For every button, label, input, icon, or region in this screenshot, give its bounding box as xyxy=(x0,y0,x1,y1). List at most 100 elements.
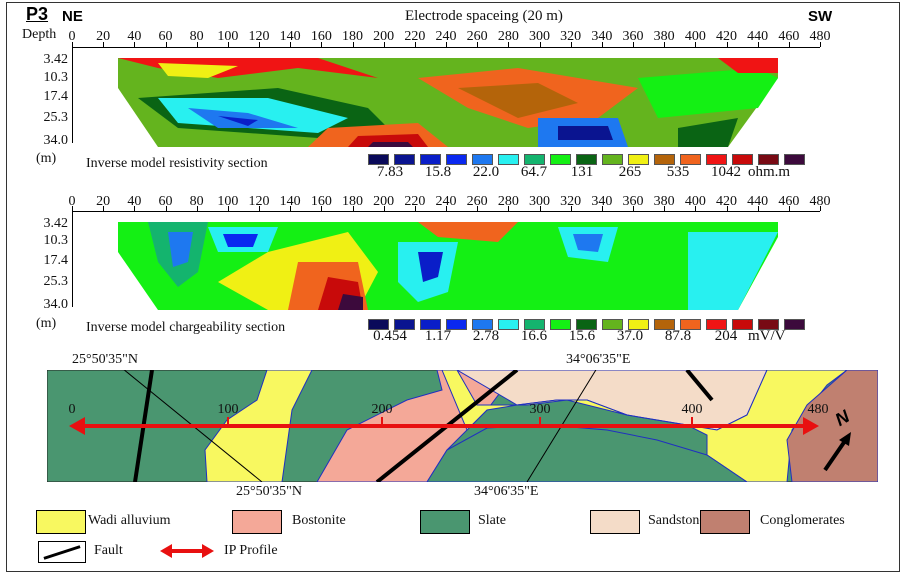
x-tick-label: 180 xyxy=(342,194,363,209)
x-tick xyxy=(601,206,603,211)
colorbar-label: 131 xyxy=(570,164,594,180)
colorbar-swatch xyxy=(446,154,467,165)
colorbar-swatch xyxy=(550,319,571,330)
depth-label: Depth xyxy=(22,27,57,42)
longitude-bottom: 34°06'35"E xyxy=(474,484,539,499)
geologic-map xyxy=(47,370,878,482)
colorbar-swatch xyxy=(602,319,623,330)
x-tick-label: 0 xyxy=(68,29,76,44)
colorbar-label: 535 xyxy=(666,164,690,180)
x-tick-label: 260 xyxy=(466,29,488,44)
x-tick-label: 460 xyxy=(778,194,800,209)
x-tick xyxy=(820,206,821,211)
panel-label: P3 xyxy=(26,4,49,24)
x-tick-label: 160 xyxy=(310,194,332,209)
colorbar-label: 22.0 xyxy=(472,164,500,180)
colorbar-swatch xyxy=(368,154,389,165)
depth-tick-label: 34.0 xyxy=(43,297,69,312)
x-tick xyxy=(633,42,634,47)
x-tick-label: 40 xyxy=(127,29,142,44)
x-tick-label: 20 xyxy=(96,194,111,209)
profile-tick-label: 0 xyxy=(68,402,76,417)
x-tick xyxy=(788,42,790,47)
x-tick-label: 140 xyxy=(279,29,301,44)
colorbar-swatch xyxy=(498,154,519,165)
x-tick xyxy=(539,206,541,211)
x-tick-label: 380 xyxy=(653,29,675,44)
x-tick-label: 60 xyxy=(158,29,173,44)
resistivity-colorbar xyxy=(368,152,810,170)
direction-sw: SW xyxy=(808,8,833,25)
x-tick xyxy=(414,42,416,47)
x-tick-label: 220 xyxy=(404,194,426,209)
colorbar-swatch xyxy=(628,319,649,330)
colorbar-swatch xyxy=(706,154,727,165)
x-tick-label: 440 xyxy=(747,29,769,44)
colorbar-swatch xyxy=(680,319,701,330)
colorbar-swatch xyxy=(420,319,441,330)
colorbar-swatch xyxy=(680,154,701,165)
profile-tick-label: 200 xyxy=(371,402,393,417)
x-tick xyxy=(601,42,603,47)
colorbar-swatch xyxy=(524,319,545,330)
x-tick xyxy=(290,42,292,47)
colorbar-swatch xyxy=(576,319,597,330)
colorbar-label: 1.17 xyxy=(424,328,452,344)
colorbar-swatch xyxy=(472,154,493,165)
depth-unit-1: (m) xyxy=(36,151,57,166)
depth-tick-label: 25.3 xyxy=(43,110,69,125)
x-tick xyxy=(103,42,105,47)
chargeability-colorbar xyxy=(368,317,810,335)
x-tick xyxy=(695,206,697,211)
x-tick xyxy=(820,42,821,47)
x-tick-label: 240 xyxy=(435,29,457,44)
x-tick xyxy=(695,42,697,47)
x-tick xyxy=(477,206,479,211)
x-tick-label: 480 xyxy=(809,194,831,209)
x-tick xyxy=(383,206,385,211)
colorbar-swatch xyxy=(732,154,753,165)
x-tick-label: 80 xyxy=(189,29,204,44)
depth-tick-label: 17.4 xyxy=(43,89,69,104)
x-tick xyxy=(757,206,759,211)
x-tick xyxy=(414,206,416,211)
colorbar-label: 16.6 xyxy=(520,328,548,344)
colorbar-swatch xyxy=(550,154,571,165)
x-tick-label: 100 xyxy=(217,29,239,44)
x-axis-line xyxy=(72,211,820,212)
colorbar-label: 265 xyxy=(618,164,642,180)
legend-swatch xyxy=(36,510,86,534)
x-tick xyxy=(165,206,167,211)
colorbar-label: 2.78 xyxy=(472,328,500,344)
colorbar-swatch xyxy=(446,319,467,330)
colorbar-swatch xyxy=(654,154,675,165)
x-tick-label: 400 xyxy=(684,194,706,209)
x-tick xyxy=(103,206,105,211)
axis-title: Electrode spaceing (20 m) xyxy=(405,8,563,24)
x-tick-label: 380 xyxy=(653,194,675,209)
x-tick xyxy=(72,206,73,211)
ip-profile-arrow xyxy=(69,417,819,435)
x-tick-label: 120 xyxy=(248,194,270,209)
latitude-bottom: 25°50'35"N xyxy=(236,484,302,499)
x-tick xyxy=(788,206,790,211)
x-tick-label: 0 xyxy=(68,194,76,209)
north-arrow-icon xyxy=(823,432,851,472)
x-tick xyxy=(259,42,260,47)
colorbar-swatch xyxy=(524,154,545,165)
x-tick xyxy=(726,42,728,47)
colorbar-swatch xyxy=(628,154,649,165)
x-tick xyxy=(134,206,136,211)
x-tick xyxy=(196,42,198,47)
x-tick-label: 40 xyxy=(127,194,142,209)
x-tick-label: 100 xyxy=(217,194,239,209)
depth-axis-line xyxy=(72,212,73,307)
colorbar-swatch xyxy=(784,154,805,165)
x-tick-label: 360 xyxy=(622,29,644,44)
colorbar-swatch xyxy=(706,319,727,330)
x-tick-label: 400 xyxy=(684,29,706,44)
x-tick-label: 320 xyxy=(560,29,582,44)
depth-axis-line xyxy=(72,48,73,143)
x-tick xyxy=(352,206,354,211)
